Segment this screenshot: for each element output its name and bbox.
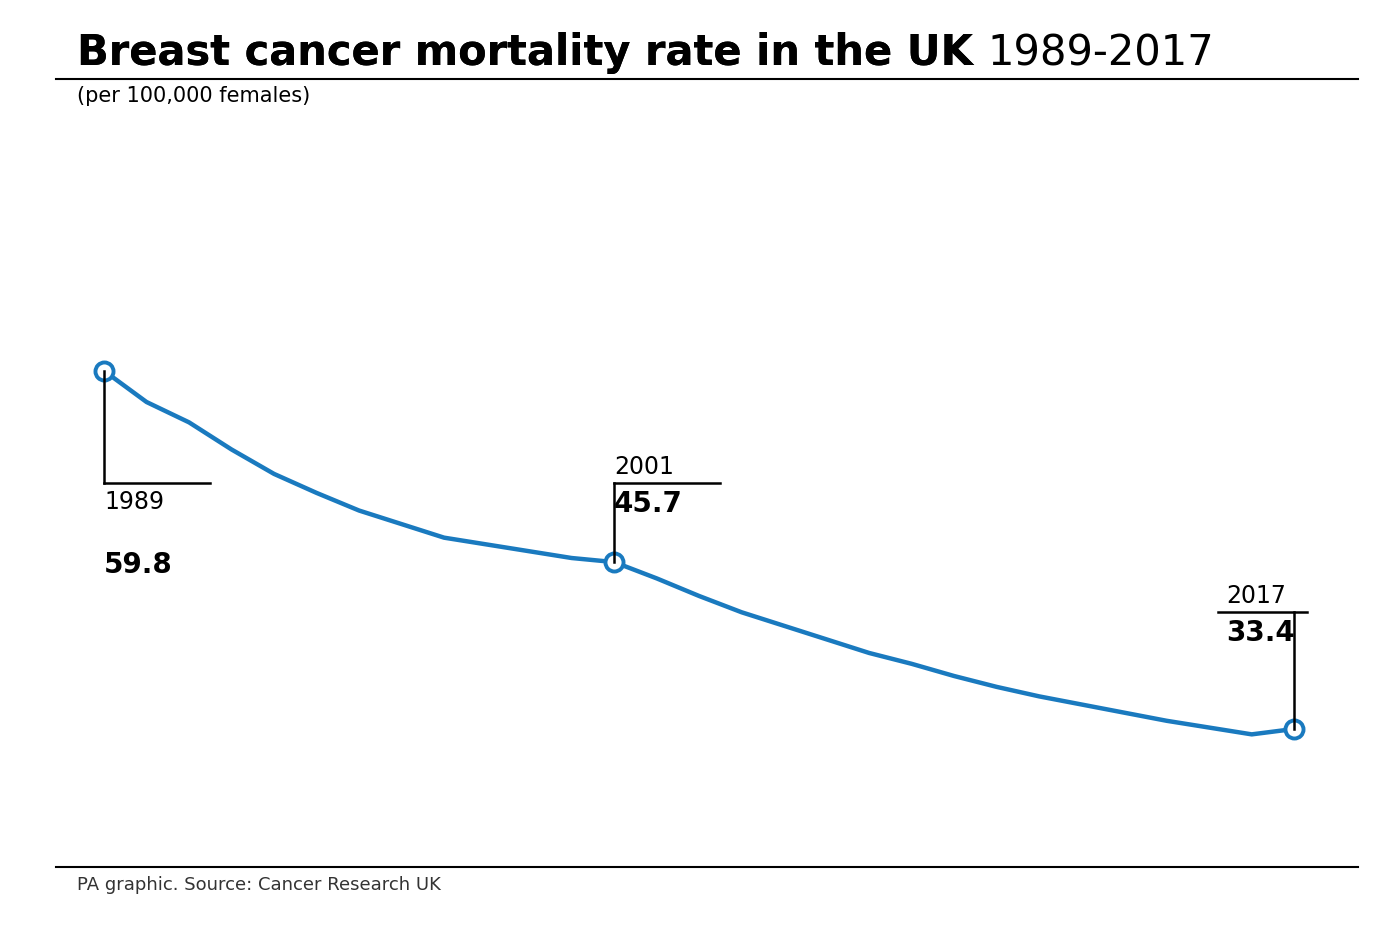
Text: Breast cancer mortality rate in the UK: Breast cancer mortality rate in the UK [77, 32, 987, 74]
Text: 45.7: 45.7 [615, 490, 683, 518]
Text: Breast cancer mortality rate in the UK: Breast cancer mortality rate in the UK [77, 32, 987, 74]
Text: 2001: 2001 [615, 455, 673, 479]
Text: PA graphic. Source: Cancer Research UK: PA graphic. Source: Cancer Research UK [77, 876, 441, 894]
Text: 2017: 2017 [1226, 584, 1287, 608]
Text: 1989-2017: 1989-2017 [987, 32, 1214, 74]
Text: 33.4: 33.4 [1226, 619, 1295, 647]
Text: (per 100,000 females): (per 100,000 females) [77, 86, 311, 107]
Text: 1989: 1989 [104, 490, 164, 514]
Text: 59.8: 59.8 [104, 552, 172, 579]
